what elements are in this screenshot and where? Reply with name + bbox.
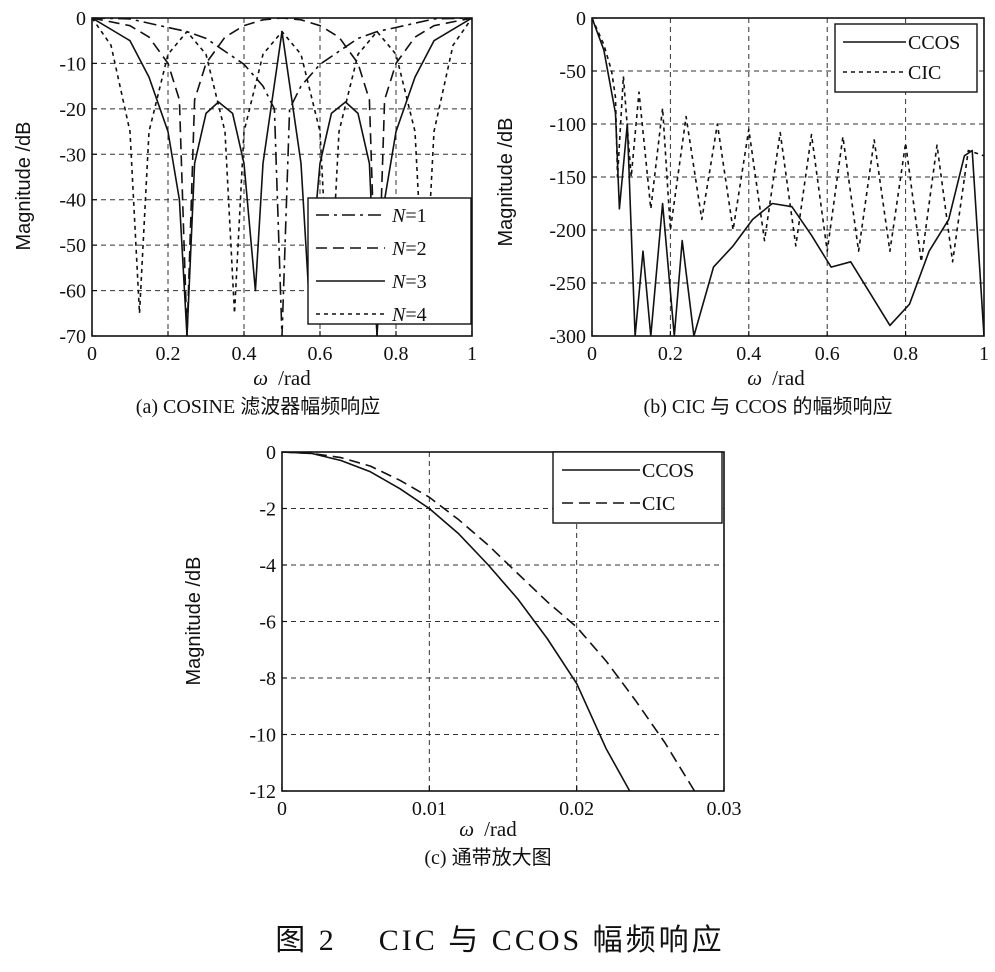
panel-c-ytick-label: -4: [259, 555, 276, 577]
panel-c-lines: [282, 452, 696, 791]
panel-b-legend-items: CCOS CIC: [843, 32, 960, 84]
panel-c-series-cic: [282, 452, 696, 791]
panel-b-series-ccos: [592, 18, 984, 336]
panel-b-ytick-label: -150: [549, 167, 586, 189]
panel-c-ytick-label: 0: [266, 442, 276, 464]
panel-b-ytick-label: -300: [549, 326, 586, 348]
panel-b-xtick-label: 0.8: [893, 343, 918, 365]
panel-a-legend-label-n1: N=1: [391, 205, 427, 227]
panel-a-ylabel: Magnitude /dB: [13, 122, 35, 251]
panel-c-legend-label-ccos: CCOS: [642, 460, 694, 482]
panel-b-caption: (b) CIC 与 CCOS 的幅频响应: [644, 395, 893, 418]
panel-a-xtick-label: 0: [87, 343, 97, 365]
panel-a-xtick-label: 0.6: [308, 343, 333, 365]
panel-a-legend-label-n3: N=3: [391, 271, 427, 293]
panel-a-ytick-label: -40: [59, 190, 86, 212]
panel-b-ylabel: Magnitude /dB: [495, 118, 517, 247]
panel-c-series-ccos: [282, 452, 631, 791]
panel-c-ytick-label: -6: [259, 612, 276, 634]
figure-caption: 图 2 CIC 与 CCOS 幅频响应: [275, 924, 724, 957]
panel-b-xtick-label: 0: [587, 343, 597, 365]
panel-b-legend-label-cic: CIC: [908, 62, 941, 84]
panel-b-xlabel: ω/rad: [747, 366, 805, 390]
panel-a-xtick-label: 0.8: [384, 343, 409, 365]
panel-c-legend-box: [552, 451, 723, 524]
panel-a-legend: N=1 N=2 N=3 N=4: [307, 197, 472, 326]
panel-c-legend-items: CCOS CIC: [562, 460, 694, 515]
panel-b-ytick-label: -200: [549, 220, 586, 242]
panel-c-xlabel-unit: /rad: [484, 817, 517, 841]
panel-a-legend-items: N=1 N=2 N=3 N=4: [316, 205, 427, 326]
panel-c-xtick-label: 0.01: [412, 798, 447, 820]
panel-a-legend-label-n4: N=4: [391, 304, 427, 326]
panel-b-xtick-label: 0.6: [815, 343, 840, 365]
panel-b-ytick-label: -250: [549, 273, 586, 295]
panel-a-ytick-label: -60: [59, 281, 86, 303]
panel-a-series-n2: [92, 18, 472, 336]
panel-c-ticks: 0 0.01 0.02 0.03 0 -2 -4 -6 -8 -10 -12: [249, 442, 741, 820]
panel-a-axes-frame: [91, 17, 473, 337]
panel-a-ytick-label: -20: [59, 99, 86, 121]
panel-a-ticks: 0 0.2 0.4 0.6 0.8 1 0 -10 -20 -30 -40 -50 -60 -70: [59, 8, 477, 365]
panel-a-legend-box: [307, 197, 472, 325]
panel-c-caption: (c) 通带放大图: [424, 846, 551, 869]
panel-a-ytick-label: 0: [76, 8, 86, 30]
panel-b-legend-box: [834, 23, 978, 93]
panel-a-xlabel-unit: /rad: [278, 366, 311, 390]
panel-c-ylabel: Magnitude /dB: [183, 557, 205, 686]
panel-b: 0 0.2 0.4 0.6 0.8 1 0 -50 -100 -150 -200 -250 -300 M…: [495, 8, 989, 418]
panel-b-legend: CCOS CIC: [834, 23, 978, 93]
panel-b-ytick-label: -50: [559, 61, 586, 83]
panel-a: 0 0.2 0.4 0.6 0.8 1 0 -10 -20 -30 -40 -50 -60 -70 Mag…: [13, 8, 477, 418]
panel-a-xtick-label: 0.4: [232, 343, 257, 365]
panel-b-legend-label-ccos: CCOS: [908, 32, 960, 54]
panel-b-xlabel-symbol: ω: [747, 366, 762, 390]
panel-a-ytick-label: -70: [59, 326, 86, 348]
panel-a-ytick-label: -10: [59, 53, 86, 75]
panel-a-ytick-label: -30: [59, 144, 86, 166]
panel-c-xlabel-symbol: ω: [459, 817, 474, 841]
panel-c-xtick-label: 0: [277, 798, 287, 820]
panel-b-xtick-label: 0.4: [736, 343, 761, 365]
panel-a-ytick-label: -50: [59, 235, 86, 257]
panel-a-xlabel: ω/rad: [253, 366, 311, 390]
panel-b-xlabel-unit: /rad: [772, 366, 805, 390]
panel-c-legend-label-cic: CIC: [642, 493, 675, 515]
panel-c-legend: CCOS CIC: [552, 451, 723, 524]
panel-c-ytick-label: -10: [249, 725, 276, 747]
panel-c-ytick-label: -2: [259, 499, 276, 521]
panel-c-ytick-label: -8: [259, 668, 276, 690]
panel-c: 0 0.01 0.02 0.03 0 -2 -4 -6 -8 -10 -12 Magnitude /…: [183, 442, 742, 869]
panel-a-caption: (a) COSINE 滤波器幅频响应: [136, 395, 380, 418]
panel-b-xtick-label: 1: [979, 343, 989, 365]
panel-c-xtick-label: 0.03: [707, 798, 742, 820]
panel-b-ticks: 0 0.2 0.4 0.6 0.8 1 0 -50 -100 -150 -200 -250 -300: [549, 8, 989, 365]
panel-b-ytick-label: -100: [549, 114, 586, 136]
panel-c-xlabel: ω/rad: [459, 817, 517, 841]
panel-b-series-cic: [592, 18, 984, 263]
panel-c-ytick-label: -12: [249, 781, 276, 803]
panel-a-series-n1: [92, 18, 472, 336]
panel-b-xtick-label: 0.2: [658, 343, 683, 365]
panel-a-xtick-label: 0.2: [156, 343, 181, 365]
panel-c-xtick-label: 0.02: [559, 798, 594, 820]
panel-a-series-n4: [92, 18, 472, 315]
panel-b-ytick-label: 0: [576, 8, 586, 30]
panel-a-xtick-label: 1: [467, 343, 477, 365]
panel-a-legend-label-n2: N=2: [391, 238, 427, 260]
panel-b-lines: [592, 18, 984, 336]
panel-a-xlabel-symbol: ω: [253, 366, 268, 390]
